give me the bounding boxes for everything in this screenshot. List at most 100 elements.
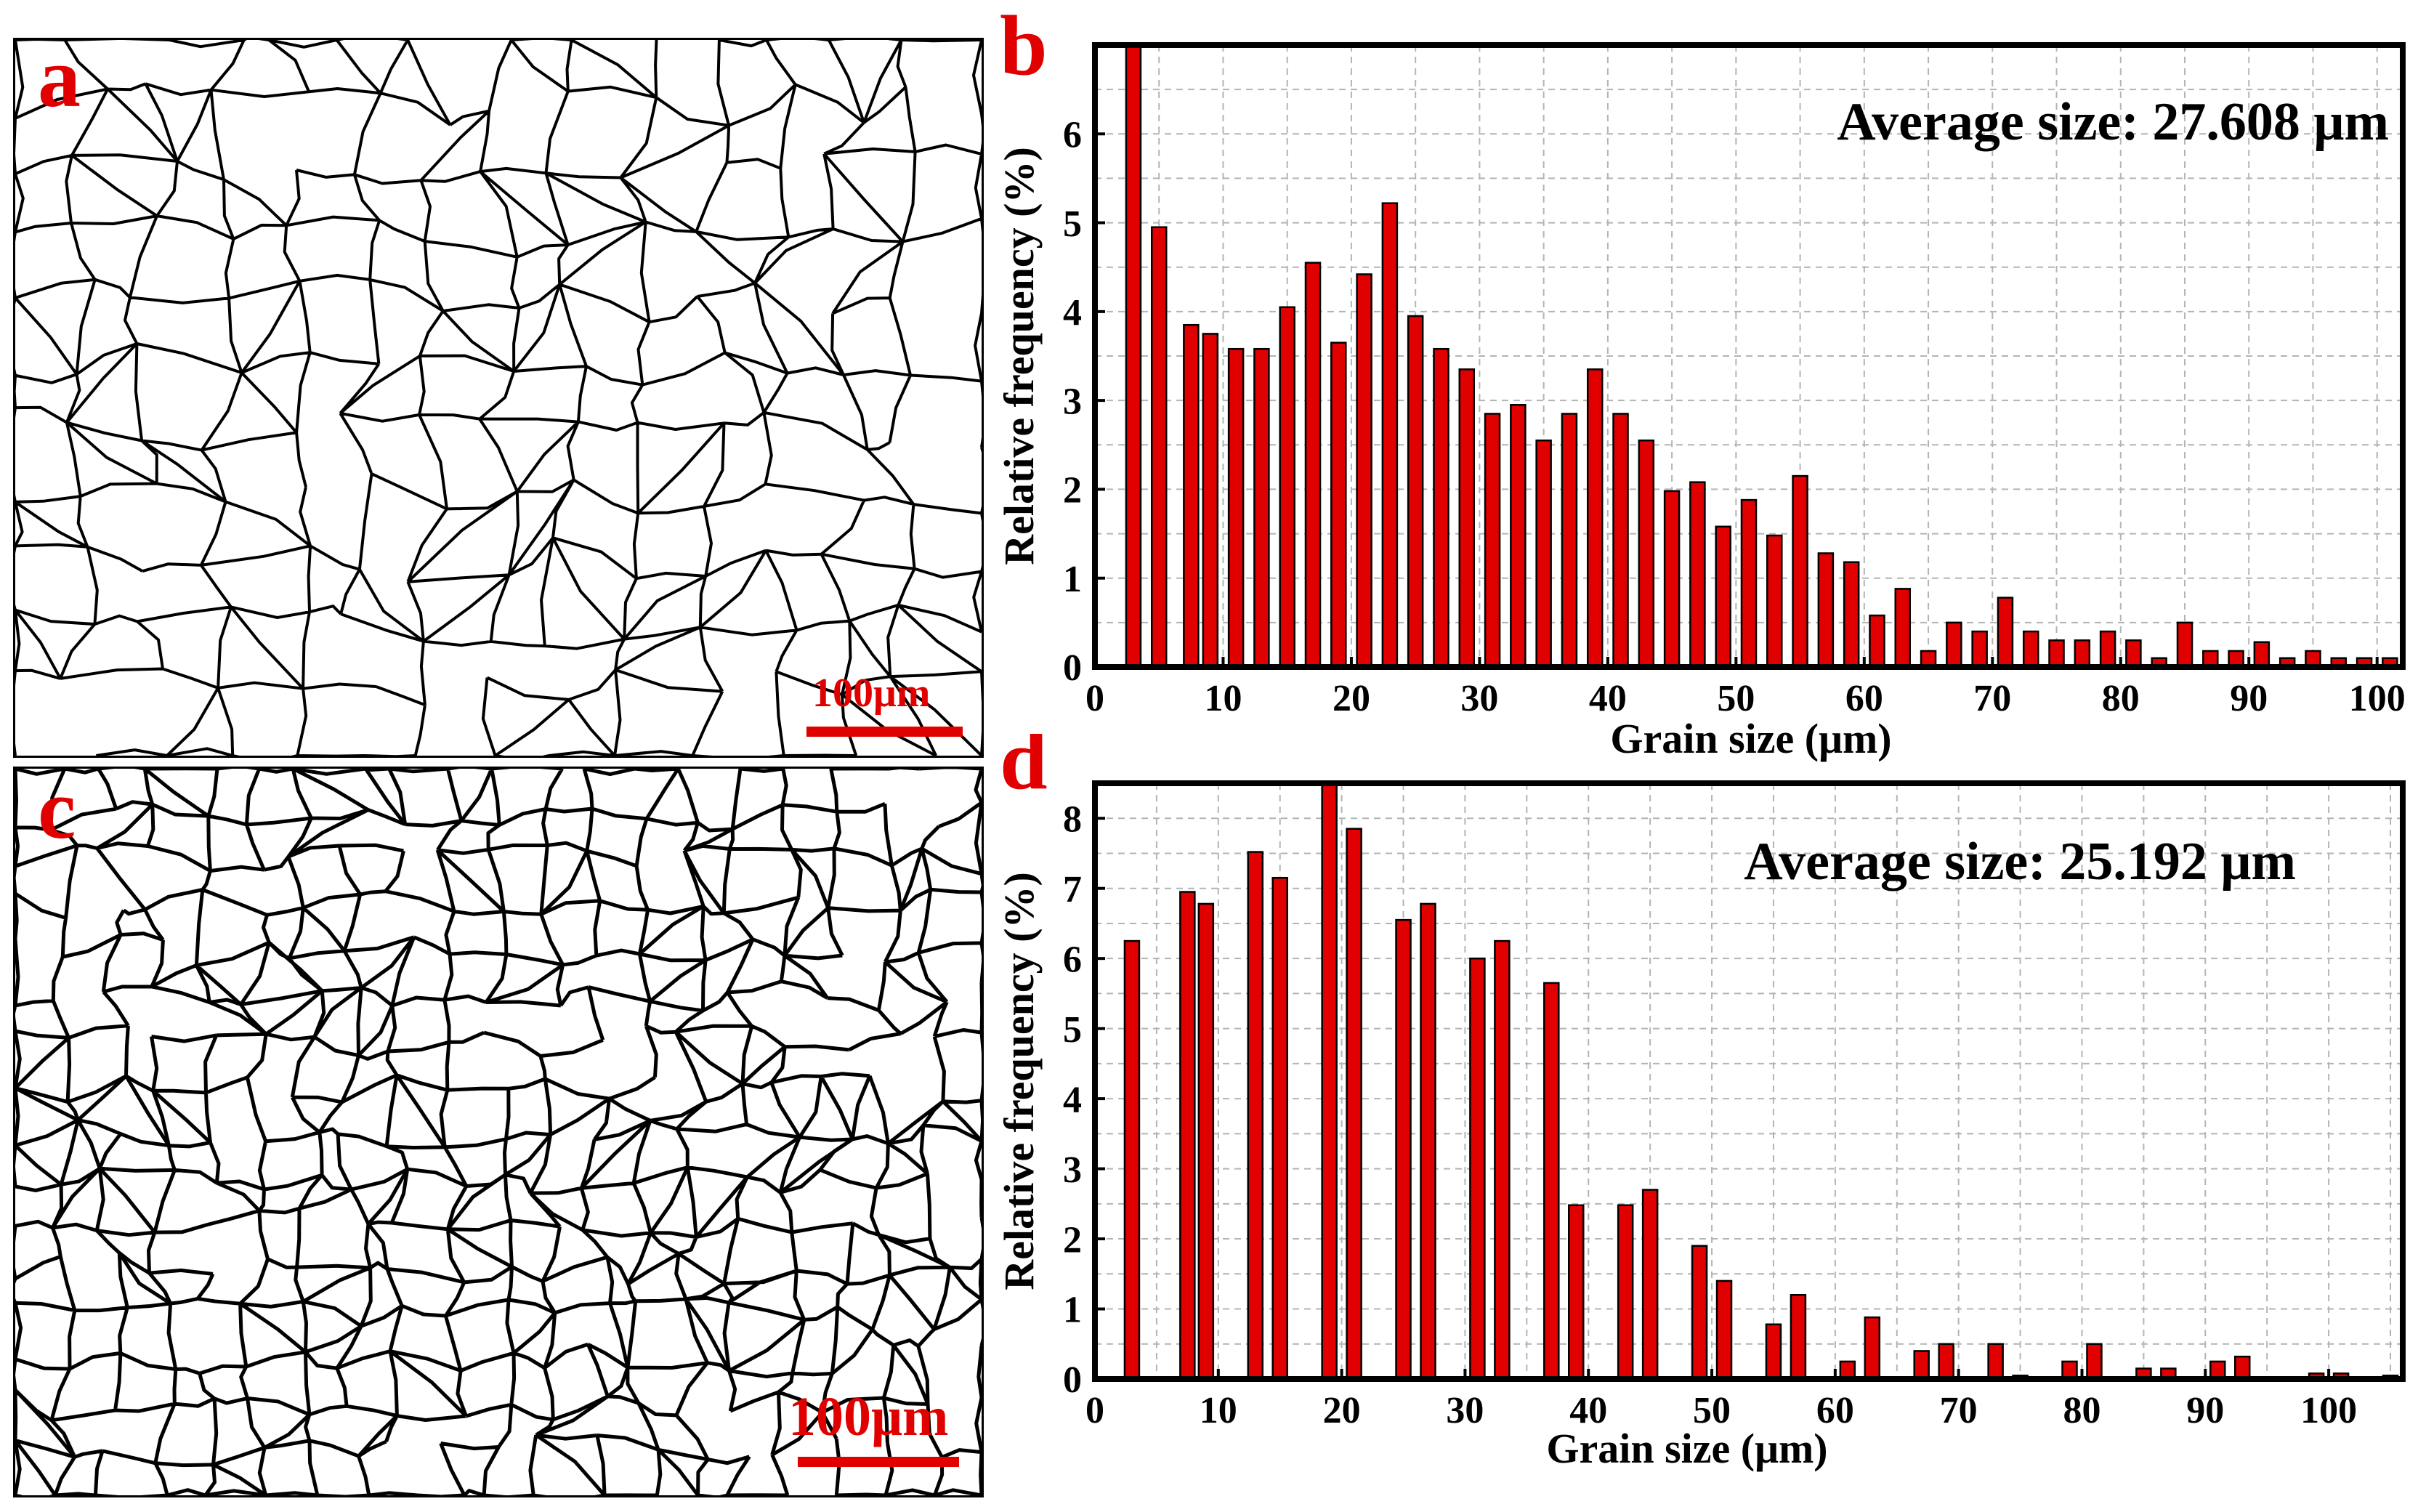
chart-d-bar [1469, 957, 1486, 1380]
scale-bar-a [806, 727, 963, 737]
chart-b-y-tick-label: 3 [1063, 381, 1082, 422]
chart-b-y-axis-label: Relative frequency (%) [995, 147, 1043, 565]
chart-d-bar [1346, 828, 1362, 1380]
chart-b-bar [1407, 315, 1424, 668]
chart-d-bar [1321, 782, 1338, 1380]
chart-b-bar [1381, 202, 1399, 668]
chart-b-x-tick-label: 10 [1204, 678, 1242, 719]
chart-b-x-tick-label: 60 [1845, 678, 1883, 719]
chart-b-panel-label: b [1000, 0, 1048, 93]
chart-b-bar [1740, 498, 1758, 668]
scale-label-a: 100μm [812, 671, 931, 716]
chart-b-bar [1279, 306, 1295, 668]
chart-d-panel-label: d [1000, 734, 1048, 807]
chart-d-bar [1641, 1189, 1659, 1380]
chart-b-bar [1663, 490, 1681, 668]
chart-b-bar [1894, 588, 1912, 668]
chart-d-bar [1179, 891, 1196, 1380]
chart-d-bar [1494, 939, 1511, 1380]
chart-d-y-tick-label: 6 [1063, 939, 1082, 980]
chart-d-y-tick-label: 8 [1063, 799, 1082, 840]
chart-d-y-axis-label: Relative frequency (%) [995, 872, 1043, 1290]
chart-b-bar [1638, 439, 1655, 668]
chart-d-y-tick-label: 4 [1063, 1079, 1082, 1120]
chart-d-bar [1938, 1343, 1954, 1380]
chart-b-bar [1715, 525, 1731, 668]
chart-d-x-tick-label: 10 [1200, 1390, 1237, 1431]
chart-b-bar [2074, 639, 2091, 668]
chart-b-bar [1330, 341, 1347, 668]
chart-b-average-size-annotation: Average size: 27.608 μm [1837, 92, 2389, 152]
chart-d-bar [1568, 1204, 1585, 1380]
chart-d-bar [1247, 851, 1264, 1380]
chart-b-bar [2099, 630, 2116, 668]
chart-b-x-tick-label: 70 [1973, 678, 2011, 719]
chart-b-bar [1792, 474, 1808, 668]
chart-b-y-tick-label: 4 [1063, 292, 1082, 333]
chart-d-bar [1765, 1323, 1782, 1380]
chart-b-bar [1458, 368, 1476, 668]
chart-d-bar [1913, 1350, 1930, 1380]
chart-b-x-tick-label: 100 [2349, 678, 2406, 719]
chart-d-y-tick-label: 0 [1063, 1359, 1082, 1401]
chart-b-bar [1561, 413, 1578, 668]
chart-b-bar [1997, 597, 2014, 668]
chart-b-bar [2048, 639, 2065, 668]
chart-b-bar [1869, 614, 1885, 668]
chart-b: 0 10 20 30 40 50 60 70 80 90 100 0 1 2 3 4 5 6 Grain size … [995, 0, 2406, 762]
chart-d-bar [2233, 1355, 2251, 1380]
panel-label-c: c [38, 761, 76, 857]
chart-b-bar [1535, 439, 1552, 668]
chart-b-bar [1817, 552, 1835, 668]
chart-b-x-tick-label: 50 [1717, 678, 1755, 719]
grain-boundary-map-c [15, 769, 982, 1495]
chart-b-bar [1125, 44, 1142, 668]
chart-d-bar [1197, 902, 1215, 1380]
chart-d-bar [1617, 1204, 1634, 1380]
scale-bar-c [798, 1457, 959, 1467]
chart-b-bar [1150, 226, 1168, 668]
chart-b-bar [1433, 347, 1449, 668]
chart-b-bar [1689, 481, 1706, 668]
chart-d-x-axis-label: Grain size (μm) [1546, 1425, 1827, 1472]
chart-d-y-tick-label: 2 [1063, 1219, 1082, 1261]
chart-d-bar [1271, 876, 1288, 1380]
chart-b-bar [1484, 413, 1501, 668]
chart-d-y-tick-label: 5 [1063, 1009, 1082, 1051]
panel-label-a: a [38, 30, 81, 125]
chart-b-x-tick-label: 20 [1333, 678, 1370, 719]
chart-d-bar [1715, 1279, 1733, 1380]
chart-b-bar [1971, 630, 1988, 668]
chart-d-x-tick-label: 40 [1569, 1390, 1607, 1431]
chart-b-bar [1253, 347, 1270, 668]
chart-d-bar [1543, 982, 1560, 1380]
chart-b-bar [1510, 404, 1527, 668]
chart-d-average-size-annotation: Average size: 25.192 μm [1744, 832, 2296, 892]
chart-d-plot-frame [1092, 780, 2406, 1382]
chart-b-bar [2022, 630, 2039, 668]
grain-boundaries [15, 769, 982, 1495]
chart-b-bar [2253, 641, 2271, 668]
chart-d-y-tick-label: 1 [1063, 1290, 1082, 1331]
chart-d-x-tick-label: 90 [2186, 1390, 2224, 1431]
chart-b-x-axis-label: Grain size (μm) [1610, 715, 1891, 762]
chart-d-x-tick-label: 50 [1693, 1390, 1731, 1431]
chart-d-bar [1395, 918, 1412, 1380]
chart-d-bar [1123, 939, 1141, 1380]
chart-b-y-tick-label: 1 [1063, 559, 1082, 600]
chart-d-x-tick-label: 20 [1323, 1390, 1361, 1431]
chart-b-bar [2176, 621, 2193, 668]
chart-b-plot-frame [1092, 42, 2406, 670]
chart-b-bar [1356, 273, 1372, 668]
chart-d-bar [1691, 1245, 1708, 1380]
chart-b-bar [2125, 639, 2142, 668]
chart-b-x-tick-label: 40 [1589, 678, 1627, 719]
chart-d-bar [1864, 1316, 1881, 1380]
chart-b-y-tick-label: 5 [1063, 203, 1082, 245]
chart-b-y-tick-label: 2 [1063, 470, 1082, 512]
chart-b-bar [1843, 561, 1860, 668]
chart-d-bar [1987, 1343, 2004, 1380]
chart-b-bar [1612, 413, 1629, 668]
scale-label-c: 100μm [788, 1386, 949, 1447]
chart-b-bar [1766, 534, 1783, 668]
